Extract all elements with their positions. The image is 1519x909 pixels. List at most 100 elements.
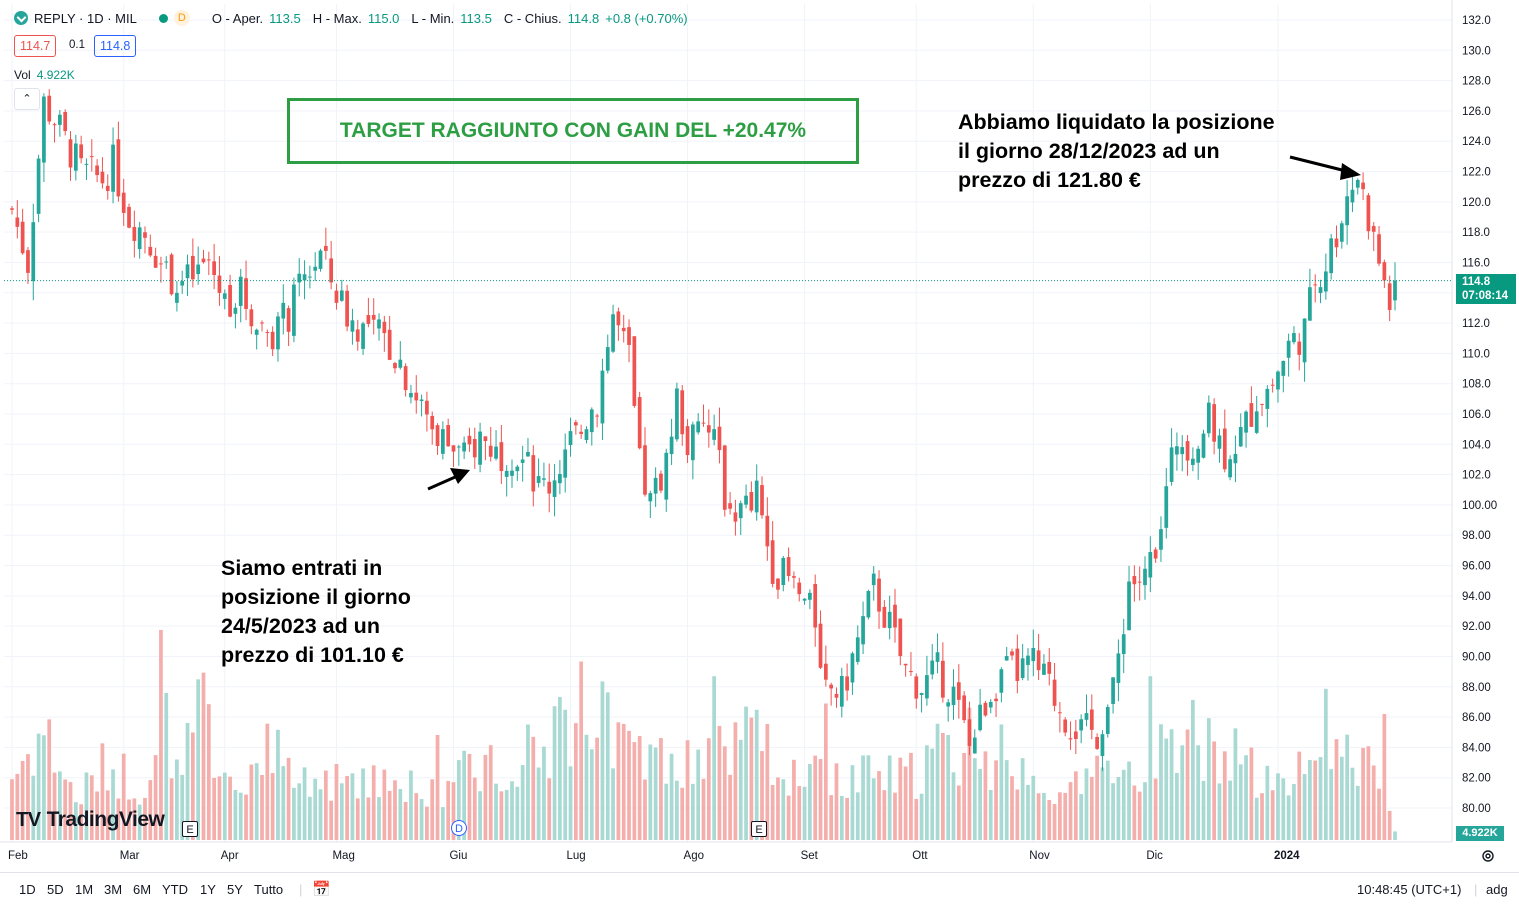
candle-body: [808, 592, 812, 600]
candle-body: [579, 431, 584, 434]
candle-body: [659, 473, 663, 491]
candle-body: [1318, 287, 1323, 294]
volume-bar: [318, 789, 323, 840]
candle-body: [478, 431, 482, 465]
range-6m[interactable]: 6M: [133, 882, 152, 897]
bid-button[interactable]: 114.7: [14, 35, 57, 57]
ask-button[interactable]: 114.8: [94, 35, 137, 57]
volume-bar: [1334, 739, 1339, 840]
candle-body: [270, 331, 275, 350]
candle-body: [212, 261, 216, 276]
tradingview-logo[interactable]: TV TradingView: [16, 808, 165, 832]
range-1d[interactable]: 1D: [19, 882, 36, 897]
range-1y[interactable]: 1Y: [200, 882, 216, 897]
volume-bar: [627, 730, 631, 840]
range-1m[interactable]: 1M: [75, 882, 94, 897]
candle-body: [111, 144, 115, 192]
clock-time[interactable]: 10:48:45 (UTC+1): [1357, 882, 1462, 897]
volume-bar: [1164, 738, 1169, 840]
collapse-legend-button[interactable]: ⌃: [14, 88, 40, 110]
earnings-event-marker[interactable]: E: [751, 821, 767, 837]
candle-body: [318, 250, 323, 269]
candle-body: [334, 290, 339, 303]
candle-body: [276, 316, 280, 350]
volume-bar: [1339, 756, 1344, 840]
candle-body: [244, 278, 248, 310]
candle-body: [254, 329, 259, 335]
candle-body: [169, 254, 174, 295]
candle-body: [1196, 448, 1201, 463]
volume-bar: [1020, 758, 1025, 840]
range-3m[interactable]: 3M: [104, 882, 123, 897]
symbol-title[interactable]: REPLY · 1D · MIL: [34, 10, 137, 26]
volume-bar: [1270, 790, 1275, 840]
candle-body: [1058, 712, 1062, 714]
candle-body: [1191, 458, 1195, 465]
candle-body: [233, 307, 238, 314]
volume-bar: [1132, 785, 1137, 840]
candle-body: [1036, 650, 1041, 671]
volume-bar: [967, 707, 972, 840]
candle-body: [483, 436, 488, 442]
price-tick-label: 92.00: [1462, 621, 1491, 633]
candle-body: [786, 557, 791, 576]
candle-body: [1073, 731, 1078, 739]
range-5y[interactable]: 5Y: [227, 882, 243, 897]
adjustment-toggle[interactable]: adg: [1486, 882, 1508, 897]
volume-bar: [425, 806, 429, 840]
candle-body: [813, 583, 818, 628]
volume-bar: [573, 723, 578, 840]
exit-line: il giorno 28/12/2023 ad un: [958, 139, 1220, 163]
volume-bar: [1073, 771, 1078, 840]
candle-body: [605, 347, 610, 371]
calendar-range-icon[interactable]: 📅: [312, 881, 331, 898]
candle-body: [100, 171, 105, 184]
candle-body: [882, 606, 887, 628]
candle-body: [1355, 179, 1360, 188]
dividend-event-marker[interactable]: D: [451, 820, 467, 836]
volume-bar: [15, 773, 20, 840]
candle-body: [1366, 195, 1371, 232]
candle-body: [589, 409, 594, 433]
candle-body: [409, 392, 413, 398]
volume-bar: [302, 767, 307, 840]
volume-bar: [770, 784, 775, 840]
volume-bar: [1159, 724, 1163, 840]
candle-body: [249, 309, 254, 327]
volume-bar: [52, 772, 57, 840]
candle-body: [180, 281, 185, 286]
volume-bar: [834, 763, 839, 840]
volume-bar: [435, 735, 440, 840]
time-tick-label: Mar: [120, 850, 140, 862]
volume-bar: [1382, 714, 1387, 840]
volume-bar: [393, 780, 397, 840]
candle-body: [903, 663, 908, 666]
candle-body: [690, 424, 695, 461]
candle-body: [73, 143, 78, 171]
volume-bar: [1265, 765, 1270, 840]
earnings-event-marker[interactable]: E: [182, 821, 198, 837]
range-all[interactable]: Tutto: [254, 882, 284, 897]
candle-body: [95, 165, 99, 176]
candle-body: [1323, 271, 1328, 292]
volume-bar: [515, 786, 520, 840]
range-ytd[interactable]: YTD: [162, 882, 188, 897]
symbol-header[interactable]: REPLY · 1D · MIL D O - Aper. 113.5 H - Ma…: [14, 10, 688, 26]
range-5d[interactable]: 5D: [47, 882, 64, 897]
target-annotation-text: TARGET RAGGIUNTO CON GAIN DEL +20.47%: [339, 119, 807, 142]
candle-body: [669, 436, 674, 455]
time-tick-label: 2024: [1274, 850, 1300, 862]
candle-body: [467, 435, 472, 445]
candle-body: [1116, 653, 1121, 683]
candle-body: [834, 693, 839, 698]
volume-bar: [930, 748, 935, 840]
volume-bar: [680, 787, 685, 840]
candle-body: [1153, 549, 1158, 559]
volume-bar: [600, 681, 605, 840]
volume-bar: [1308, 760, 1312, 840]
candle-body: [1084, 713, 1089, 720]
candle-body: [382, 321, 387, 334]
price-chart[interactable]: 132.0 130.0 128.0 126.0 124.0 122.0 120.0 118.0…: [0, 0, 1519, 872]
volume-bar: [946, 734, 951, 840]
volume-bar: [1095, 755, 1099, 840]
